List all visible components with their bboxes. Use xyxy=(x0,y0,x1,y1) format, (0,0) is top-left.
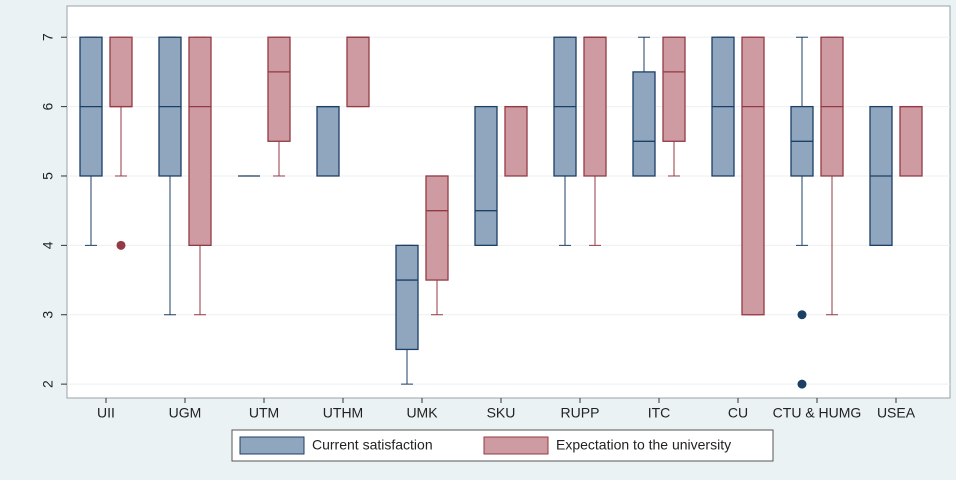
legend-label: Current satisfaction xyxy=(312,437,433,453)
x-tick-label: UII xyxy=(97,405,115,421)
y-tick-label: 5 xyxy=(40,172,56,180)
legend-swatch xyxy=(239,436,305,455)
box xyxy=(316,105,340,177)
box xyxy=(583,36,607,177)
box xyxy=(632,71,656,177)
legend-label: Expectation to the university xyxy=(556,437,731,453)
box xyxy=(899,105,923,177)
box xyxy=(267,36,291,142)
outlier xyxy=(116,240,126,250)
box xyxy=(346,36,370,108)
x-tick-label: UTHM xyxy=(323,405,363,421)
box xyxy=(109,36,133,108)
x-tick-label: USEA xyxy=(877,405,916,421)
x-tick-label: UMK xyxy=(406,405,438,421)
x-tick-label: UTM xyxy=(249,405,279,421)
outlier xyxy=(797,310,807,320)
x-tick-label: UGM xyxy=(169,405,202,421)
x-tick-label: SKU xyxy=(487,405,516,421)
y-tick-label: 3 xyxy=(40,311,56,319)
x-tick-label: RUPP xyxy=(561,405,600,421)
legend-swatch xyxy=(483,436,549,455)
box xyxy=(662,36,686,142)
box xyxy=(425,175,449,281)
x-tick-label: CTU & HUMG xyxy=(773,405,862,421)
outlier xyxy=(797,379,807,389)
box xyxy=(395,244,419,351)
plot-area xyxy=(66,5,951,399)
y-tick-label: 4 xyxy=(40,241,56,249)
y-tick-label: 7 xyxy=(40,33,56,41)
x-tick-label: ITC xyxy=(648,405,671,421)
box xyxy=(504,105,528,177)
x-tick-label: CU xyxy=(728,405,748,421)
box xyxy=(474,105,498,247)
y-tick-label: 6 xyxy=(40,103,56,111)
box xyxy=(741,36,765,316)
y-tick-label: 2 xyxy=(40,380,56,388)
box xyxy=(188,36,212,247)
